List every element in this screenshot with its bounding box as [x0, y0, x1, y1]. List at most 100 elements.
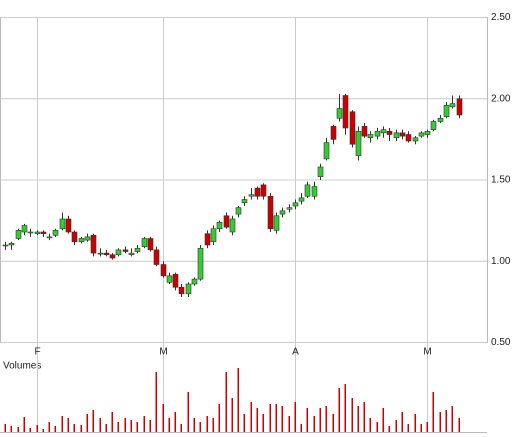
volume-bar — [401, 412, 403, 432]
volume-bar — [407, 424, 409, 432]
volume-bar — [243, 414, 245, 432]
volume-bar — [136, 422, 138, 432]
candle-body — [185, 283, 192, 295]
volume-bar — [162, 404, 164, 432]
volume-bar — [300, 424, 302, 432]
volume-bar — [36, 425, 38, 432]
candle-body — [317, 166, 324, 178]
candle-body — [128, 252, 135, 256]
candle-body — [241, 199, 248, 204]
volume-bar — [313, 416, 315, 432]
candle-body — [122, 249, 129, 252]
volume-bar — [73, 424, 75, 432]
candle-body — [71, 231, 78, 243]
candle-body — [443, 104, 450, 117]
volume-bar — [199, 422, 201, 432]
candle-body — [304, 184, 311, 197]
volume-bar — [10, 426, 12, 432]
volume-bar — [231, 398, 233, 432]
candle-body — [210, 228, 217, 243]
volume-bar — [180, 424, 182, 432]
candle-body — [260, 184, 267, 197]
volume-bar — [414, 414, 416, 432]
volume-bar — [29, 428, 31, 432]
candle-body — [405, 134, 412, 142]
candle-body — [40, 231, 47, 234]
volume-bar — [250, 402, 252, 432]
volume-bar — [80, 425, 82, 432]
candle-body — [279, 210, 286, 215]
candle-body — [380, 129, 387, 134]
candle-body — [166, 275, 173, 283]
volume-bar — [338, 388, 340, 432]
candle-body — [21, 225, 28, 233]
candle-body — [355, 130, 362, 156]
candle-body — [361, 126, 368, 137]
volume-bar — [225, 372, 227, 432]
candle-body — [374, 130, 381, 137]
volume-bar — [269, 404, 271, 432]
candle-body — [393, 132, 400, 139]
candle-body — [52, 230, 59, 236]
candle-body — [65, 218, 72, 233]
volume-bar — [4, 424, 6, 432]
candle-body — [437, 117, 444, 122]
volume-bar — [155, 372, 157, 432]
candle-body — [399, 132, 406, 137]
volume-bar — [420, 424, 422, 432]
volume-bar — [86, 414, 88, 432]
candle-body — [430, 121, 437, 130]
volume-bar — [130, 420, 132, 432]
volume-title: Volumes — [3, 361, 41, 372]
volume-bar — [174, 412, 176, 432]
volume-bar — [23, 417, 25, 432]
volume-bar — [17, 427, 19, 432]
candle-body — [147, 238, 154, 251]
x-tick-label: M — [423, 347, 431, 358]
candle-body — [367, 134, 374, 139]
candle-body — [449, 103, 456, 108]
candle-body — [109, 254, 116, 259]
volume-bar — [439, 412, 441, 432]
x-tick-label: A — [292, 347, 299, 358]
volume-bar — [42, 429, 44, 432]
candle-body — [27, 231, 34, 234]
candle-body — [172, 273, 179, 288]
candle-body — [418, 132, 425, 137]
candle-body — [330, 126, 337, 140]
volume-bar — [92, 410, 94, 432]
volume-bar — [48, 422, 50, 432]
volume-bar — [288, 416, 290, 432]
volume-bar — [432, 392, 434, 432]
volume-bar — [344, 384, 346, 432]
y-tick-label: 2.50 — [491, 12, 511, 23]
volume-bar — [451, 406, 453, 432]
candle-body — [34, 231, 41, 234]
candle-body — [160, 264, 167, 277]
candle-body — [273, 215, 280, 231]
candle-body — [134, 247, 141, 252]
volume-bar — [206, 416, 208, 432]
candle-body — [248, 194, 255, 197]
y-tick-label: 2.00 — [491, 93, 511, 104]
candle-body — [103, 252, 110, 256]
candle-body — [90, 234, 97, 254]
volume-bar — [111, 412, 113, 432]
candle-body — [298, 197, 305, 202]
volume-bar — [306, 408, 308, 432]
candle-body — [286, 207, 293, 210]
x-tick-label: M — [159, 347, 167, 358]
volume-bar — [105, 424, 107, 432]
y-tick-label: 0.50 — [491, 337, 511, 348]
volume-bar — [262, 414, 264, 432]
volume-bar — [61, 416, 63, 432]
candle-body — [386, 130, 393, 135]
volume-bar — [395, 420, 397, 432]
candle-body — [235, 207, 242, 215]
volume-bar — [168, 418, 170, 432]
candle-body — [46, 236, 53, 239]
volume-bar — [143, 416, 145, 432]
candle-body — [204, 233, 211, 246]
candle-body — [97, 252, 104, 255]
